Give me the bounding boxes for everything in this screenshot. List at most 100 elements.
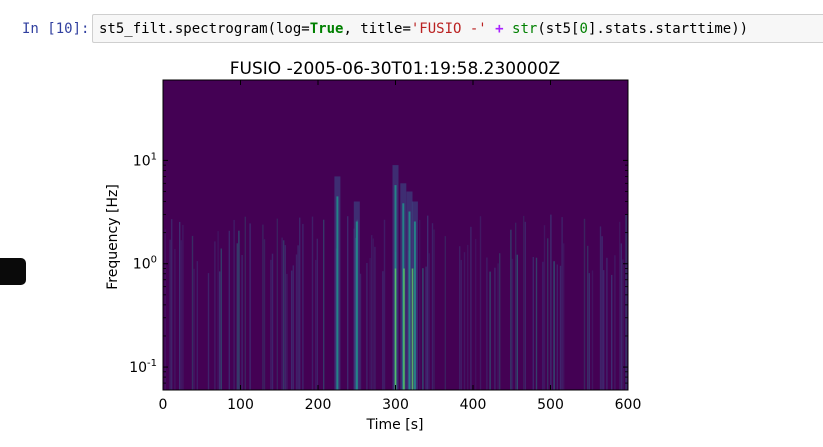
spectrogram-column (532, 257, 534, 390)
x-tick-label: 400 (460, 397, 487, 413)
spectrogram-column (383, 219, 386, 390)
y-tick-label: 100 (133, 255, 157, 273)
spectrogram-column (543, 225, 546, 390)
spectrogram-column (281, 237, 283, 390)
spectrogram-column (369, 258, 371, 390)
spectrogram-column (463, 252, 466, 390)
spectrogram-column (510, 229, 512, 390)
spectrogram-column (323, 219, 325, 390)
spectrogram-column (236, 243, 238, 390)
spectrogram-column (171, 219, 173, 390)
spectrogram-column (499, 253, 501, 390)
spectrogram-burst-core (336, 196, 339, 390)
spectrogram-column (302, 223, 304, 390)
y-axis-label: Frequency [Hz] (105, 184, 121, 290)
spectrogram-column (219, 271, 221, 390)
spectrogram-column (276, 218, 278, 390)
spectrogram-column (619, 221, 621, 390)
spectrogram-column (523, 215, 525, 390)
spectrogram-column (366, 263, 368, 390)
spectrogram-column (475, 238, 477, 390)
spectrogram-column (588, 273, 590, 390)
spectrogram-column (587, 245, 589, 390)
spectrogram-column (433, 229, 435, 390)
spectrogram-column (291, 270, 293, 390)
spectrogram-column (179, 221, 181, 390)
code-cell[interactable]: In [10]: st5_filt.spectrogram(log=True, … (0, 14, 823, 44)
spectrogram-column (431, 223, 434, 390)
output-collapse-handle[interactable] (0, 258, 26, 285)
spectrogram-column (486, 257, 488, 390)
spectrogram-column (599, 226, 602, 390)
spectrogram-column (214, 241, 216, 390)
spectrogram-column (372, 238, 374, 390)
spectrogram-column (561, 217, 563, 390)
spectrogram-column (311, 216, 314, 390)
spectrogram-column (217, 231, 219, 390)
spectrogram-column (489, 271, 491, 390)
spectrogram-column (283, 240, 285, 390)
spectrogram-column (470, 226, 472, 390)
spectrogram-peak (403, 268, 405, 390)
spectrogram-column (191, 235, 194, 390)
spectrogram-column (228, 230, 230, 390)
spectrogram-column (241, 255, 243, 390)
spectrogram-column (286, 273, 288, 390)
spectrogram-column (427, 215, 429, 390)
spectrogram-column (371, 235, 373, 390)
spectrogram-column (467, 244, 469, 390)
x-axis-label: Time [s] (366, 417, 424, 433)
spectrogram-column (497, 263, 499, 390)
spectrogram-column (164, 229, 166, 390)
spectrogram-column (419, 219, 421, 390)
spectrogram-column (444, 236, 446, 390)
spectrogram-column (295, 254, 298, 390)
spectrogram-column (238, 230, 240, 390)
spectrogram-column (374, 246, 376, 390)
spectrogram-column (563, 243, 565, 390)
spectrogram-column (460, 259, 462, 390)
spectrogram-column (606, 257, 608, 390)
spectrogram-column (316, 238, 318, 390)
spectrogram-column (603, 270, 605, 390)
spectrogram-column (244, 216, 246, 390)
spectrogram-column (292, 265, 294, 390)
spectrogram-column (196, 261, 198, 390)
spectrogram-column (547, 238, 549, 390)
spectrogram-burst-core (408, 211, 411, 390)
code-input[interactable]: st5_filt.spectrogram(log=True, title='FU… (92, 14, 823, 43)
spectrogram-column (425, 266, 427, 390)
spectrogram-column (193, 268, 195, 390)
spectrogram-chart: FUSIO -2005-06-30T01:19:58.230000Z 0 100 2… (105, 59, 641, 433)
spectrogram-column (583, 218, 586, 390)
spectrogram-column (459, 246, 461, 390)
spectrogram-peak (394, 268, 397, 390)
cell-prompt: In [10]: (22, 21, 90, 37)
spectrogram-column (550, 214, 552, 390)
spectrogram-column (263, 239, 266, 390)
x-tick-label: 0 (159, 397, 168, 413)
spectrogram-column (315, 259, 317, 390)
spectrogram-column (262, 224, 264, 390)
x-tick-label: 100 (227, 397, 254, 413)
x-tick-label: 300 (382, 397, 409, 413)
spectrogram-column (515, 222, 517, 390)
spectrogram-column (270, 259, 272, 390)
spectrogram-burst-core (355, 221, 358, 390)
spectrogram-column (233, 219, 235, 390)
spectrogram-column (220, 248, 222, 390)
spectrogram-column (479, 216, 482, 390)
spectrogram-column (516, 254, 518, 390)
spectrogram-column (382, 271, 384, 390)
spectrogram-column (542, 261, 544, 390)
spectrogram-column (614, 255, 616, 390)
y-tick-label: 10-1 (129, 358, 157, 376)
spectrogram-column (249, 223, 251, 390)
spectrogram-column (620, 243, 622, 390)
spectrogram-column (556, 264, 558, 390)
spectrogram-column (284, 245, 286, 390)
code-line: st5_filt.spectrogram(log=True, title='FU… (99, 21, 749, 37)
spectrogram-column (182, 224, 184, 390)
spectrogram-column (207, 273, 210, 390)
spectrogram-column (271, 253, 274, 390)
